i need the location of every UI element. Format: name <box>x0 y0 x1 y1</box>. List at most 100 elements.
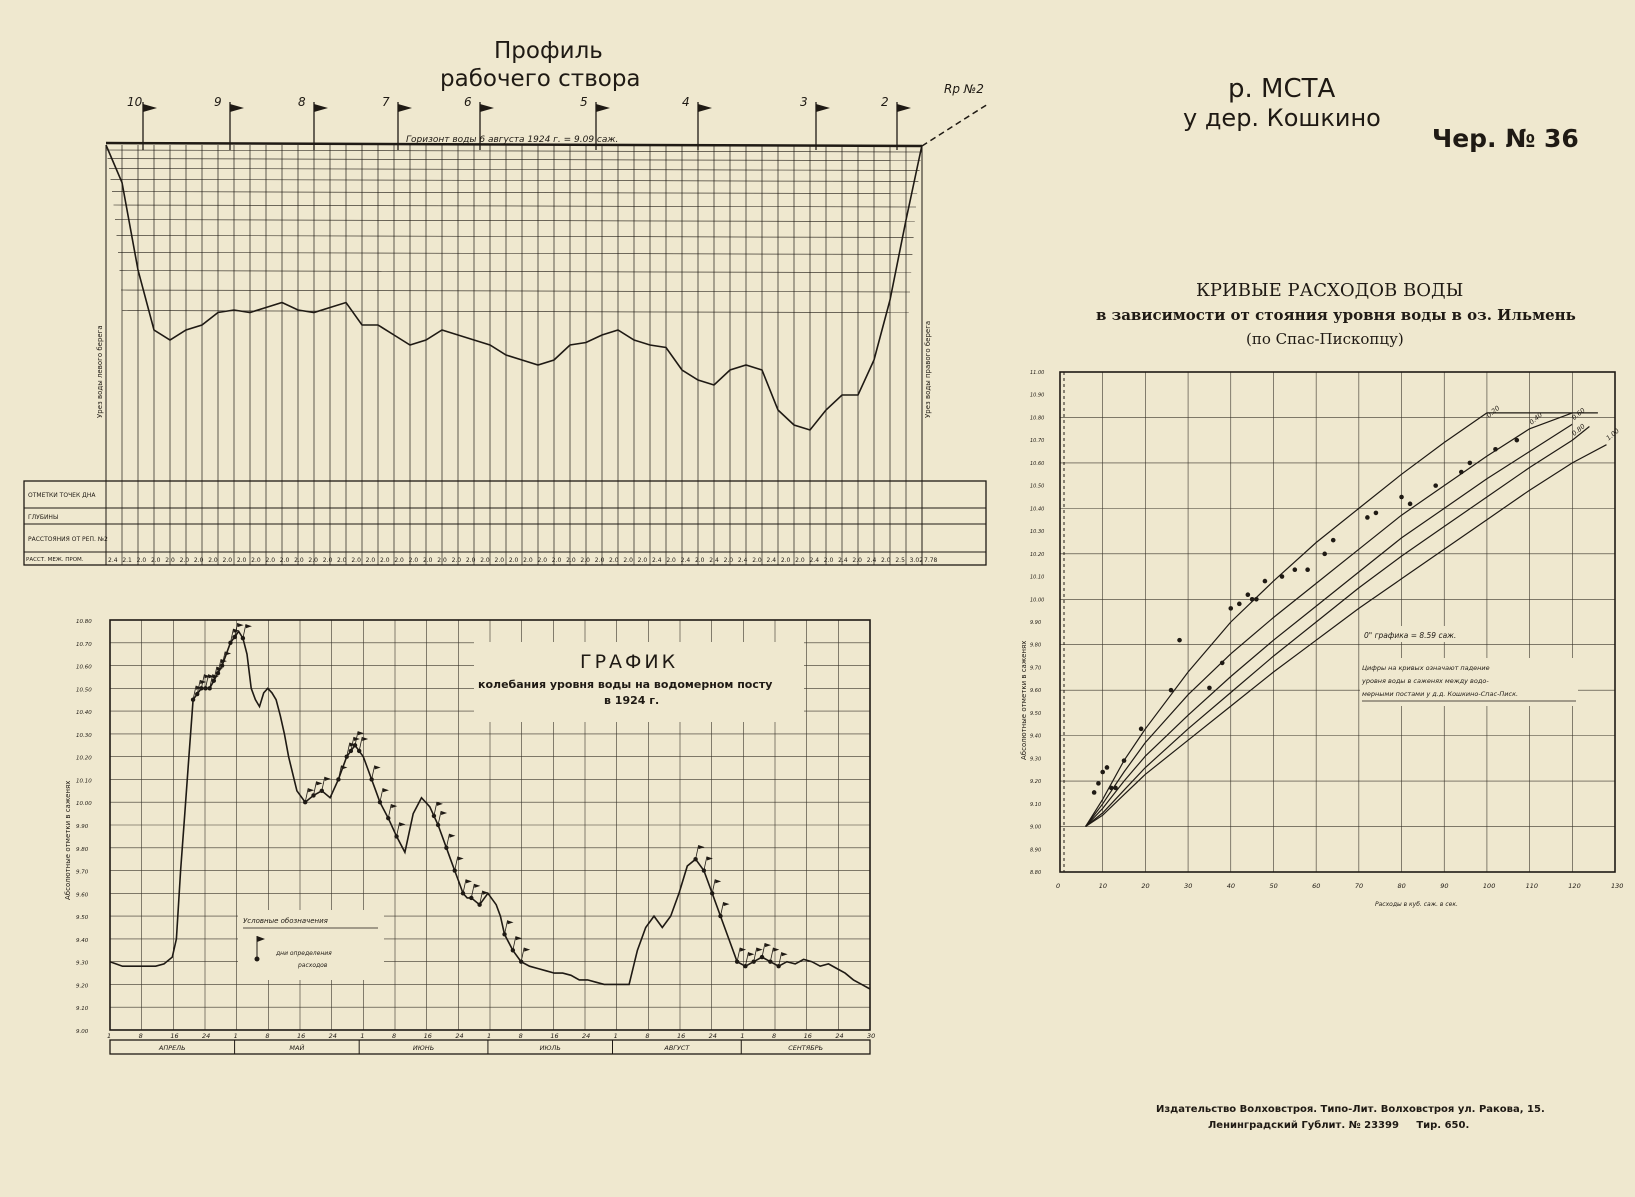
x-tick-label: 8 <box>645 1032 649 1040</box>
spacing-value: 2.0 <box>566 557 576 564</box>
x-tick-label: 24 <box>455 1032 463 1040</box>
measurement-flag <box>196 685 203 690</box>
y-tick-label: 9.80 <box>76 847 89 853</box>
measurement-point <box>435 822 441 828</box>
measurement-flag-pole <box>213 666 218 681</box>
measurement-flag-pole <box>512 936 517 951</box>
y-tick-label: 10.70 <box>1030 438 1044 444</box>
level-line <box>110 179 919 182</box>
y-tick-label: 9.40 <box>1030 734 1041 740</box>
note-line1: Цифры на кривых означают падение <box>1362 664 1490 672</box>
rating-curve <box>1085 412 1573 827</box>
measured-point <box>1399 494 1404 500</box>
measurement-flag <box>449 833 456 838</box>
vertical-number: 3 <box>800 95 808 109</box>
y-tick-label: 8.90 <box>1030 847 1041 853</box>
measurement-flag <box>482 890 489 895</box>
y-tick-label: 9.00 <box>76 1029 89 1035</box>
gauge-chart: 10.80 10.70 10.60 10.50 10.40 10.30 10.20 10.10… <box>64 619 875 1055</box>
x-tick-label: 8 <box>772 1032 776 1040</box>
x-tick-label: 30 <box>1184 882 1192 890</box>
flag <box>314 104 328 112</box>
legend-text-2: расходов <box>297 962 328 969</box>
measurement-flag-pole <box>200 674 205 689</box>
legend-title: Условные обозначения <box>243 917 328 925</box>
level-line <box>119 270 912 273</box>
month-label: ИЮЛЬ <box>540 1044 561 1052</box>
spacing-value: 2.4 <box>809 557 819 564</box>
y-tick-label: 10.60 <box>76 665 92 671</box>
x-tick-label: 8 <box>265 1032 269 1040</box>
y-tick-label: 10.20 <box>1030 552 1044 558</box>
level-line <box>114 219 915 222</box>
measurement-flag-pole <box>350 736 355 752</box>
x-tick-label: 24 <box>709 1032 717 1040</box>
spacing-value: 2.4 <box>652 557 662 564</box>
measurement-flag <box>382 788 389 793</box>
rating-xlabel: Расходы в куб. саж. в сек. <box>1375 901 1458 908</box>
measurement-flag-pole <box>479 890 484 905</box>
drawing-number: Чер. № 36 <box>1432 124 1579 153</box>
spacing-value: 2.1 <box>122 557 132 564</box>
measurement-flag <box>399 822 406 827</box>
measurement-flag-pole <box>346 742 351 757</box>
y-tick-label: 10.50 <box>76 687 92 693</box>
measurement-flag-pole <box>304 788 309 803</box>
measured-point <box>1433 483 1438 488</box>
spacing-value: 2.0 <box>194 557 204 564</box>
y-tick-label: 10.00 <box>1030 597 1044 603</box>
spacing-value: 2.0 <box>609 557 619 564</box>
spacing-value: 2.0 <box>509 557 519 564</box>
y-tick-label: 10.20 <box>76 756 92 762</box>
rating-subtitle-1: в зависимости от стояния уровня воды в о… <box>1096 306 1576 324</box>
measured-point <box>1305 567 1310 573</box>
measurement-flag-pole <box>221 651 226 666</box>
place-title: у дер. Кошкино <box>1183 104 1381 132</box>
spacing-value: 2.0 <box>265 557 275 564</box>
gauge-months: АПРЕЛЬ МАЙ ИЮНЬ ИЮЛЬ АВГУСТ СЕНТЯБРЬ <box>158 1040 823 1054</box>
measurement-flag-pole <box>446 833 450 848</box>
gauge-x-ticks: 1 8 16 24 1 8 16 24 1 8 16 24 1 8 16 24 1 8 16 24 1 8 16 24 30 <box>107 1032 875 1040</box>
month-label: ИЮНЬ <box>413 1044 434 1052</box>
curve-label: 1.00 <box>1605 427 1621 442</box>
measurement-flag-pole <box>209 674 214 689</box>
measurement-point <box>369 777 374 782</box>
y-tick-label: 10.10 <box>76 778 92 784</box>
y-tick-label: 9.30 <box>1030 756 1041 762</box>
rating-frame <box>1059 371 1616 873</box>
y-tick-label: 10.30 <box>1030 529 1044 535</box>
measurement-point <box>207 686 212 691</box>
measurement-flag-pole <box>379 788 384 803</box>
x-tick-label: 90 <box>1440 882 1448 890</box>
flag <box>698 104 712 112</box>
measured-point <box>1373 510 1379 516</box>
x-tick-label: 50 <box>1269 882 1277 890</box>
spacing-value: 2.4 <box>108 557 118 564</box>
measurement-flag-pole <box>192 685 197 700</box>
spacing-value: 2.0 <box>351 557 361 564</box>
measurement-flag-pole <box>720 902 724 917</box>
measured-point <box>1108 785 1114 791</box>
y-tick-label: 10.40 <box>1030 506 1044 512</box>
y-tick-label: 9.70 <box>76 870 89 876</box>
measurement-flag-pole <box>387 804 392 819</box>
month-label: МАЙ <box>289 1043 304 1052</box>
spacing-value: 2.0 <box>137 557 147 564</box>
measurement-point <box>356 748 362 754</box>
measurement-flag <box>308 788 315 793</box>
measured-point <box>1113 785 1118 791</box>
vertical-number: 5 <box>580 95 588 109</box>
x-tick-label: 24 <box>329 1032 337 1040</box>
spacing-value: 2.4 <box>838 557 848 564</box>
measurement-flag <box>515 936 522 941</box>
measurement-flag <box>208 674 215 679</box>
spacing-value: 2.0 <box>580 557 590 564</box>
measurement-flag-pole <box>454 856 459 871</box>
spacing-value: 2.0 <box>237 557 247 564</box>
measurement-flag-pole <box>230 628 234 643</box>
measurement-flag-pole <box>437 810 442 826</box>
measurement-flag-pole <box>234 622 238 638</box>
measurement-flag-pole <box>358 736 363 752</box>
rating-curves: 0.20 0.40 0.600.80 1.00 <box>1085 404 1621 828</box>
note-line2: уровня воды в саженях между водо- <box>1361 677 1489 685</box>
